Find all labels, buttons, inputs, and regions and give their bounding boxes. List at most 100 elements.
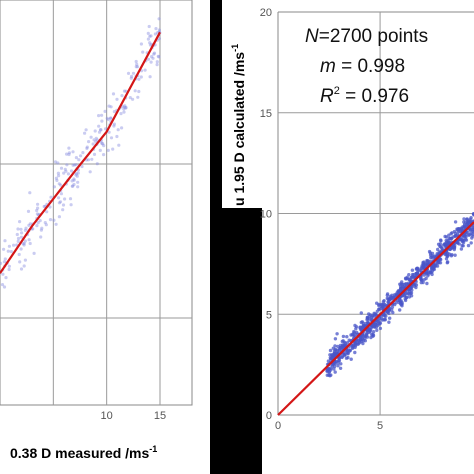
left-data-point [48,218,53,222]
right-data-point [358,337,362,342]
right-data-point [445,261,449,265]
right-data-point [424,276,428,281]
left-data-point [157,37,161,41]
left-data-point [59,166,64,170]
left-data-point [58,200,63,204]
left-data-point [109,116,113,120]
right-x-tick-label: 5 [377,420,383,432]
right-data-point [382,318,386,322]
left-data-point [1,272,5,276]
right-y-axis-label: u 1.95 D calculated /ms-1 [230,44,247,206]
left-data-point [88,170,92,174]
left-grid [0,0,192,405]
left-data-point [56,161,60,165]
left-data-point [2,285,7,289]
left-data-point [123,104,127,108]
left-data-point [139,75,143,79]
left-data-point [149,34,153,38]
right-data-point [337,358,342,363]
left-data-point [143,68,147,72]
right-data-point [375,301,379,305]
left-panel-background [0,0,210,430]
left-data-point [72,178,76,182]
left-data-point [109,136,114,140]
left-x-axis-label: 0.38 D measured /ms-1 [10,444,157,461]
left-data-point [12,243,16,247]
right-data-point [469,231,473,236]
left-data-point [75,174,79,178]
right-data-point [445,254,449,259]
left-data-point [54,222,58,226]
left-data-point [40,226,44,230]
left-data-point [148,41,152,45]
left-data-point [61,203,66,207]
left-data-point [90,157,94,161]
right-data-point [388,296,393,300]
right-data-point [333,370,337,374]
right-data-point [328,348,333,353]
right-data-point [378,326,383,331]
right-data-point [339,362,343,366]
right-data-point [327,370,331,374]
right-data-point [366,321,370,325]
left-data-point [157,28,161,32]
left-x-tick-labels: 10 15 [101,410,167,422]
right-data-point [462,217,466,221]
left-data-point [97,124,101,128]
right-data-point [415,267,419,271]
right-data-point [371,330,376,334]
left-data-point [97,114,101,118]
left-data-point [76,180,80,184]
right-data-point [340,355,344,360]
right-data-point [338,366,343,370]
right-data-point [386,300,390,304]
left-data-point [19,267,24,271]
left-data-point [129,76,133,80]
left-data-point [38,219,42,223]
left-data-point [0,283,5,287]
left-data-point [39,235,43,239]
left-data-point [112,124,116,128]
left-data-point [111,147,115,151]
left-data-point [17,252,21,257]
right-data-point [463,234,467,238]
right-data-point [453,253,457,257]
left-data-point [70,184,74,188]
right-data-point [330,356,335,360]
left-data-point [135,65,140,69]
right-data-point [329,373,333,377]
left-data-point [72,163,77,167]
right-data-point [368,329,372,334]
left-data-point [52,185,57,189]
right-data-point [371,323,375,328]
left-data-point [120,94,124,98]
right-data-point [447,252,452,256]
annotation-r-squared: R2 = 0.976 [320,85,409,107]
left-data-point [53,160,58,164]
left-data-point [155,60,159,64]
left-data-point [149,60,153,64]
left-data-point [77,158,81,162]
left-data-point [57,215,62,219]
left-data-point [39,228,44,232]
right-data-point [398,308,402,312]
right-data-point [368,313,373,317]
left-data-point [71,163,75,167]
left-data-point [67,146,71,150]
left-data-point [98,128,103,132]
right-data-point [372,311,376,315]
left-data-point [154,27,158,31]
right-data-point [437,261,441,265]
left-data-point [117,143,121,147]
right-data-point [459,227,463,231]
right-data-point [379,302,384,307]
left-data-point [152,52,156,56]
left-data-point [9,250,13,254]
right-data-point [452,245,457,249]
right-data-point [325,373,329,377]
left-data-point [106,148,110,152]
right-data-point [449,232,453,236]
left-data-point [98,148,102,152]
left-data-point [62,171,66,175]
right-data-point [332,367,336,371]
